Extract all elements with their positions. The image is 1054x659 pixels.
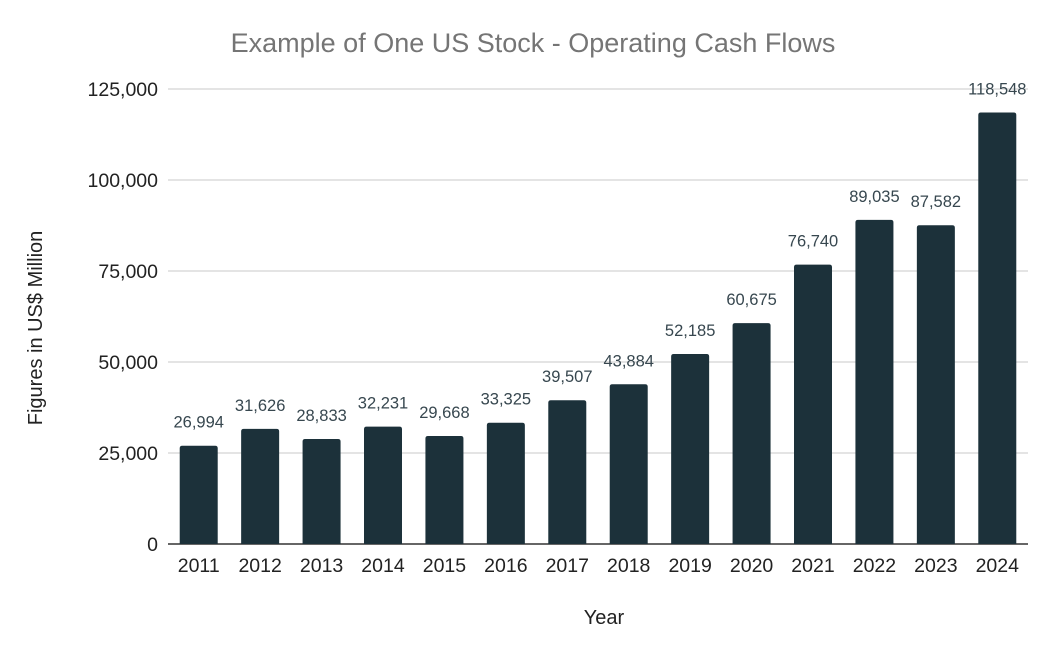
x-tick-label-2011: 2011	[178, 555, 220, 577]
gridlines	[168, 88, 1028, 545]
data-labels: 26,994 31,626 28,833 32,231 29,668 33,325 39,5…	[173, 80, 1026, 431]
y-tick-label: 25,000	[98, 443, 158, 465]
y-tick-label: 75,000	[98, 261, 158, 283]
bar-2023	[916, 225, 955, 544]
bar-2013	[302, 439, 341, 544]
x-tick-label-2024: 2024	[976, 555, 1020, 577]
bar-2016	[486, 422, 525, 544]
bar-2017	[548, 400, 587, 544]
bar-2020	[732, 323, 771, 544]
y-tick-label: 125,000	[88, 79, 159, 101]
bar-2011	[179, 445, 218, 544]
y-tick-label: 100,000	[88, 170, 159, 192]
data-label-2011: 26,994	[173, 414, 223, 432]
data-label-2024: 118,548	[968, 80, 1026, 98]
x-tick-label-2021: 2021	[791, 555, 834, 577]
bar-2021	[794, 264, 832, 544]
x-tick-label-2014: 2014	[361, 555, 405, 577]
data-label-2022: 89,035	[849, 188, 899, 206]
x-tick-label-2023: 2023	[914, 555, 957, 577]
y-axis-title: Figures in US$ Million	[25, 231, 47, 426]
y-tick-label: 50,000	[98, 352, 158, 374]
x-tick-label-2012: 2012	[238, 555, 281, 577]
chart-title: Example of One US Stock - Operating Cash…	[231, 28, 836, 58]
x-tick-label-2020: 2020	[730, 555, 774, 577]
y-axis-ticks: 0 25,000 50,000 75,000 100,000 125,000	[88, 79, 159, 556]
data-label-2016: 33,325	[481, 391, 531, 409]
data-label-2023: 87,582	[911, 193, 961, 211]
x-tick-label-2018: 2018	[607, 555, 650, 577]
bar-2014	[364, 426, 402, 544]
data-label-2020: 60,675	[726, 291, 776, 309]
data-label-2014: 32,231	[358, 395, 408, 413]
x-tick-label-2019: 2019	[668, 555, 711, 577]
bar-2018	[609, 384, 648, 544]
x-axis-title: Year	[584, 607, 625, 629]
y-tick-label: 0	[147, 534, 158, 556]
x-tick-label-2022: 2022	[853, 555, 896, 577]
bars	[179, 112, 1017, 544]
x-axis-ticks: 2011 2012 2013 2014 2015 2016 2017 2018 2019 2020…	[178, 555, 1019, 577]
data-label-2012: 31,626	[235, 397, 285, 415]
x-tick-label-2017: 2017	[546, 555, 589, 577]
data-label-2018: 43,884	[603, 352, 653, 370]
bar-2019	[671, 354, 710, 544]
bar-2015	[425, 436, 464, 544]
x-tick-label-2013: 2013	[300, 555, 343, 577]
bar-2024	[978, 112, 1017, 544]
x-tick-label-2015: 2015	[423, 555, 467, 577]
bar-2022	[855, 219, 894, 544]
data-label-2017: 39,507	[542, 368, 592, 386]
data-label-2021: 76,740	[788, 233, 838, 251]
bar-2012	[241, 428, 280, 544]
data-label-2015: 29,668	[419, 404, 469, 422]
data-label-2019: 52,185	[665, 322, 715, 340]
x-tick-label-2016: 2016	[484, 555, 527, 577]
data-label-2013: 28,833	[296, 407, 346, 425]
